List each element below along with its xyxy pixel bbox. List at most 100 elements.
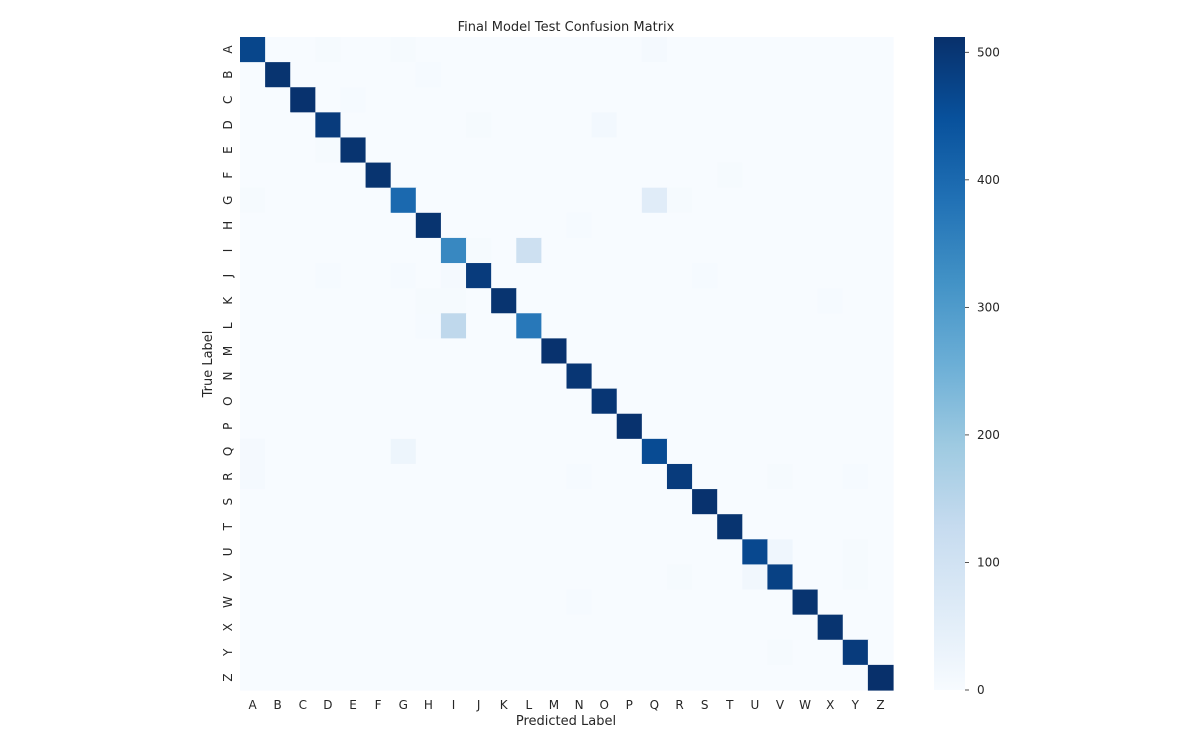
y-tick-label-U: U: [221, 547, 235, 556]
heatmap-cell-Q-U: [742, 438, 769, 465]
heatmap-cell-T-X: [817, 514, 844, 540]
x-tick-label-O: O: [599, 698, 608, 712]
heatmap-cell-W-S: [692, 589, 718, 616]
heatmap-cell-F-J: [466, 162, 492, 189]
heatmap-cell-J-U: [742, 263, 769, 289]
heatmap-cell-B-P: [616, 62, 643, 88]
heatmap-cell-T-K: [491, 514, 517, 540]
heatmap-cell-L-G: [390, 313, 417, 339]
heatmap-cell-N-C: [290, 363, 316, 390]
x-tick-label-Z: Z: [876, 698, 884, 712]
heatmap-cell-S-G: [390, 489, 417, 515]
heatmap-cell-I-I: [440, 237, 467, 264]
heatmap-cell-X-F: [365, 614, 392, 641]
heatmap-cell-P-I: [440, 413, 467, 440]
heatmap-cell-K-K: [491, 288, 517, 314]
heatmap-cell-C-C: [290, 87, 316, 113]
heatmap-cell-E-R: [666, 137, 693, 164]
y-tick-label-V: V: [221, 572, 235, 581]
heatmap-cell-B-W: [792, 62, 819, 88]
heatmap-grid: [240, 37, 894, 691]
heatmap-cell-O-X: [817, 388, 844, 415]
heatmap-cell-E-M: [541, 137, 568, 164]
heatmap-cell-H-F: [365, 212, 392, 239]
heatmap-cell-I-S: [692, 237, 718, 264]
x-tick-label-E: E: [349, 698, 357, 712]
heatmap-cell-V-X: [817, 564, 844, 591]
heatmap-cell-R-M: [541, 463, 568, 490]
heatmap-cell-O-Z: [867, 388, 894, 415]
heatmap-cell-D-X: [817, 112, 844, 139]
heatmap-cell-Y-M: [541, 639, 568, 666]
heatmap-cell-C-F: [365, 87, 392, 113]
heatmap-cell-L-J: [466, 313, 492, 339]
heatmap-cell-F-S: [692, 162, 718, 189]
heatmap-cell-J-W: [792, 263, 819, 289]
heatmap-cell-O-Q: [641, 388, 668, 415]
heatmap-cell-X-W: [792, 614, 819, 641]
heatmap-cell-D-H: [415, 112, 442, 139]
heatmap-cell-X-Q: [641, 614, 668, 641]
heatmap-cell-H-G: [390, 212, 417, 239]
heatmap-cell-U-V: [767, 539, 794, 566]
heatmap-cell-R-F: [365, 463, 392, 490]
heatmap-cell-R-W: [792, 463, 819, 490]
heatmap-cell-H-Q: [641, 212, 668, 239]
heatmap-cell-N-N: [566, 363, 593, 390]
y-axis-label: True Label: [201, 331, 216, 399]
heatmap-cell-T-L: [516, 514, 542, 540]
heatmap-cell-M-O: [591, 338, 618, 365]
heatmap-cell-H-L: [516, 212, 542, 239]
heatmap-cell-E-C: [290, 137, 316, 164]
heatmap-cell-Y-T: [717, 639, 743, 666]
heatmap-cell-Y-Y: [842, 639, 869, 666]
heatmap-cell-Z-V: [767, 664, 794, 691]
heatmap-cell-S-B: [265, 489, 291, 515]
heatmap-cell-H-R: [666, 212, 693, 239]
heatmap-cell-H-K: [491, 212, 517, 239]
colorbar-tick-label-200: 200: [977, 428, 1000, 442]
heatmap-cell-S-X: [817, 489, 844, 515]
heatmap-cell-R-Z: [867, 463, 894, 490]
heatmap-cell-X-S: [692, 614, 718, 641]
heatmap-cell-E-H: [415, 137, 442, 164]
heatmap-cell-F-E: [340, 162, 367, 189]
heatmap-cell-C-Y: [842, 87, 869, 113]
heatmap-cell-R-I: [440, 463, 467, 490]
x-tick-label-L: L: [525, 698, 532, 712]
heatmap-cell-O-V: [767, 388, 794, 415]
heatmap-cell-L-X: [817, 313, 844, 339]
heatmap-cell-O-N: [566, 388, 593, 415]
heatmap-cell-W-K: [491, 589, 517, 616]
heatmap-cell-G-D: [315, 187, 342, 214]
heatmap-cell-Z-L: [516, 664, 542, 691]
heatmap-cell-Z-Q: [641, 664, 668, 691]
heatmap-cell-Y-W: [792, 639, 819, 666]
heatmap-cell-N-B: [265, 363, 291, 390]
heatmap-cell-G-A: [240, 187, 266, 214]
heatmap-cell-N-Q: [641, 363, 668, 390]
heatmap-cell-H-B: [265, 212, 291, 239]
y-tick-label-D: D: [221, 120, 235, 129]
heatmap-cell-N-Z: [867, 363, 894, 390]
heatmap-cell-D-R: [666, 112, 693, 139]
heatmap-cell-D-O: [591, 112, 618, 139]
heatmap-cell-D-Q: [641, 112, 668, 139]
x-tick-label-C: C: [299, 698, 307, 712]
heatmap-cell-X-M: [541, 614, 568, 641]
heatmap-cell-U-W: [792, 539, 819, 566]
heatmap-cell-Z-W: [792, 664, 819, 691]
heatmap-cell-F-V: [767, 162, 794, 189]
y-tick-label-L: L: [221, 322, 235, 329]
heatmap-cell-E-X: [817, 137, 844, 164]
heatmap-cell-V-K: [491, 564, 517, 591]
heatmap-cell-K-V: [767, 288, 794, 314]
heatmap-cell-K-M: [541, 288, 568, 314]
heatmap-cell-P-Q: [641, 413, 668, 440]
heatmap-cell-W-G: [390, 589, 417, 616]
x-tick-label-F: F: [375, 698, 382, 712]
heatmap-cell-Z-M: [541, 664, 568, 691]
y-tick-label-Z: Z: [221, 673, 235, 681]
heatmap-cell-X-A: [240, 614, 266, 641]
heatmap-cell-U-Y: [842, 539, 869, 566]
